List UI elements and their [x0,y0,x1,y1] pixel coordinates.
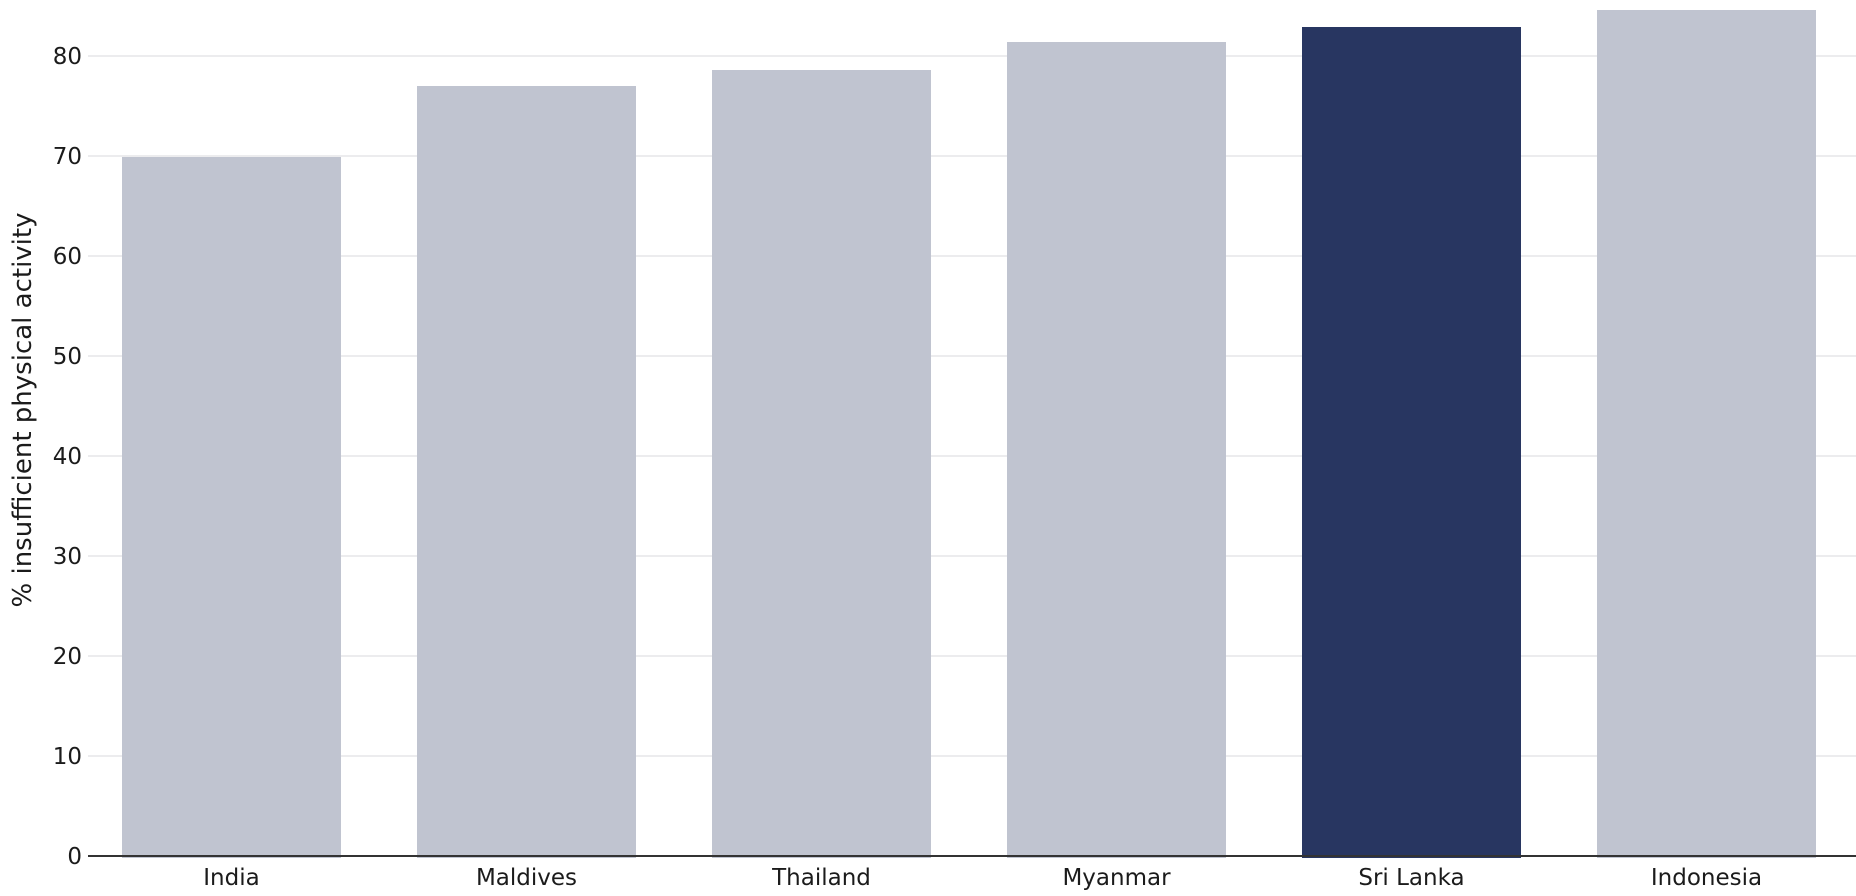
bar-thailand [712,70,931,858]
y-tick-label: 30 [53,544,82,570]
x-tick-label: India [203,865,259,891]
y-axis-title: % insufficient physical activity [8,213,38,608]
bars [122,10,1816,858]
bar-maldives [417,86,636,858]
y-tick-label: 70 [53,144,82,170]
gridlines [88,55,1856,757]
bar-myanmar [1007,42,1226,858]
y-axis-ticks: 0 10 20 30 40 50 60 70 80 [53,44,82,870]
bar-sri-lanka [1302,27,1521,858]
x-tick-label: Thailand [771,865,871,891]
y-tick-label: 0 [67,844,82,870]
bar-indonesia [1597,10,1816,858]
x-axis-ticks: India Maldives Thailand Myanmar Sri Lanka Ind… [203,865,1762,891]
x-tick-label: Myanmar [1062,865,1171,891]
y-tick-label: 20 [53,644,82,670]
y-tick-label: 60 [53,244,82,270]
x-tick-label: Indonesia [1651,865,1762,891]
y-tick-label: 50 [53,344,82,370]
y-tick-label: 40 [53,444,82,470]
y-tick-label: 10 [53,744,82,770]
y-tick-label: 80 [53,44,82,70]
x-tick-label: Sri Lanka [1358,865,1464,891]
x-tick-label: Maldives [476,865,577,891]
bar-india [122,157,341,858]
